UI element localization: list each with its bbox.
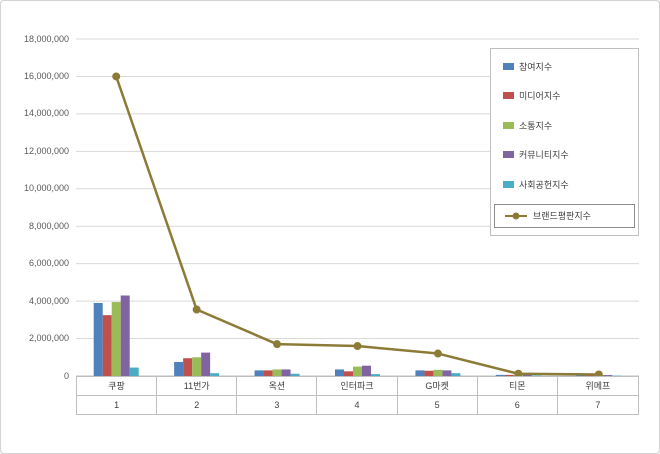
bar-커뮤니티지수-쿠팡 (120, 295, 130, 376)
legend-label: 소통지수 (519, 120, 553, 131)
category-rank-1: 1 (77, 396, 158, 414)
marker-브랜드평판지수-티몬 (514, 369, 523, 378)
legend-swatch-icon (503, 92, 514, 100)
category-label-11번가: 11번가 (157, 377, 238, 395)
category-label-티몬: 티몬 (478, 377, 558, 395)
bar-참여지수-인터파크 (335, 369, 344, 376)
legend-label: 커뮤니티지수 (519, 150, 569, 161)
bar-미디어지수-쿠팡 (102, 315, 112, 376)
category-rank-3: 3 (237, 396, 318, 414)
bar-커뮤니티지수-G마켓 (442, 370, 452, 376)
category-rank-2: 2 (157, 396, 238, 414)
bar-참여지수-G마켓 (415, 370, 425, 376)
legend-label: 브랜드평판지수 (533, 211, 591, 222)
marker-브랜드평판지수-옥션 (273, 340, 282, 349)
bar-커뮤니티지수-11번가 (201, 352, 211, 376)
legend-swatch-icon (503, 62, 514, 70)
y-tick-label: 8,000,000 (28, 220, 69, 231)
bar-소통지수-옥션 (272, 369, 282, 376)
bar-커뮤니티지수-옥션 (281, 369, 291, 376)
category-label-G마켓: G마켓 (398, 377, 478, 395)
bar-소통지수-인터파크 (353, 366, 362, 376)
legend-label: 미디어지수 (519, 91, 561, 102)
legend-label: 참여지수 (519, 61, 553, 72)
bar-참여지수-11번가 (174, 361, 184, 376)
marker-브랜드평판지수-G마켓 (433, 349, 442, 358)
legend-item-미디어지수: 미디어지수 (491, 86, 638, 106)
category-label-옥션: 옥션 (237, 377, 318, 395)
y-tick-label: 10,000,000 (23, 183, 69, 194)
bar-미디어지수-인터파크 (344, 371, 353, 376)
y-tick-label: 6,000,000 (28, 258, 69, 269)
legend-swatch-icon (503, 151, 514, 159)
bar-미디어지수-티몬 (504, 374, 514, 376)
legend-item-소통지수: 소통지수 (491, 115, 638, 135)
legend-item-사회공헌지수: 사회공헌지수 (491, 174, 638, 194)
bar-참여지수-티몬 (495, 374, 505, 376)
y-tick-label: 14,000,000 (23, 108, 69, 119)
bar-참여지수-옥션 (254, 370, 264, 376)
y-tick-label: 16,000,000 (23, 70, 69, 81)
y-tick-label: 2,000,000 (28, 333, 69, 344)
legend-swatch-icon (503, 121, 514, 129)
bar-커뮤니티지수-티몬 (522, 374, 532, 376)
bar-사회공헌지수-티몬 (531, 375, 541, 377)
legend-item-커뮤니티지수: 커뮤니티지수 (491, 145, 638, 165)
bar-소통지수-G마켓 (433, 369, 443, 376)
bar-사회공헌지수-11번가 (210, 373, 220, 376)
marker-브랜드평판지수-11번가 (192, 305, 201, 314)
category-label-인터파크: 인터파크 (317, 377, 398, 395)
bar-커뮤니티지수-위메프 (603, 375, 613, 377)
y-tick-label: 0 (63, 370, 69, 381)
bar-참여지수-쿠팡 (93, 302, 103, 376)
legend-item-브랜드평판지수: 브랜드평판지수 (494, 203, 635, 228)
legend-label: 사회공헌지수 (519, 179, 569, 190)
marker-브랜드평판지수-쿠팡 (112, 72, 121, 81)
bar-미디어지수-옥션 (263, 370, 273, 376)
bar-소통지수-11번가 (192, 357, 202, 376)
bar-사회공헌지수-인터파크 (371, 374, 380, 376)
legend-item-참여지수: 참여지수 (491, 56, 638, 76)
y-tick-label: 4,000,000 (28, 295, 69, 306)
category-rank-4: 4 (317, 396, 398, 414)
legend-swatch-icon (503, 180, 514, 188)
category-label-위메프: 위메프 (585, 381, 611, 391)
bar-미디어지수-G마켓 (424, 370, 434, 376)
category-rank-7: 7 (595, 400, 601, 410)
x-axis-category-table: 쿠팡 11번가 옥션 인터파크 G마켓 티몬 위메프 1 2 3 4 5 6 7 (76, 376, 639, 415)
bar-소통지수-쿠팡 (111, 302, 121, 376)
legend-line-marker-icon (505, 212, 527, 220)
y-tick-label: 12,000,000 (23, 145, 69, 156)
bar-사회공헌지수-쿠팡 (129, 367, 139, 376)
marker-브랜드평판지수-인터파크 (353, 342, 362, 351)
category-label-쿠팡: 쿠팡 (77, 377, 158, 395)
bar-미디어지수-11번가 (183, 358, 193, 376)
bar-사회공헌지수-옥션 (290, 373, 300, 376)
y-tick-label: 18,000,000 (23, 33, 69, 44)
bar-커뮤니티지수-인터파크 (362, 365, 371, 376)
category-rank-6: 6 (478, 396, 558, 414)
bar-사회공헌지수-G마켓 (451, 373, 461, 376)
category-rank-5: 5 (398, 396, 478, 414)
